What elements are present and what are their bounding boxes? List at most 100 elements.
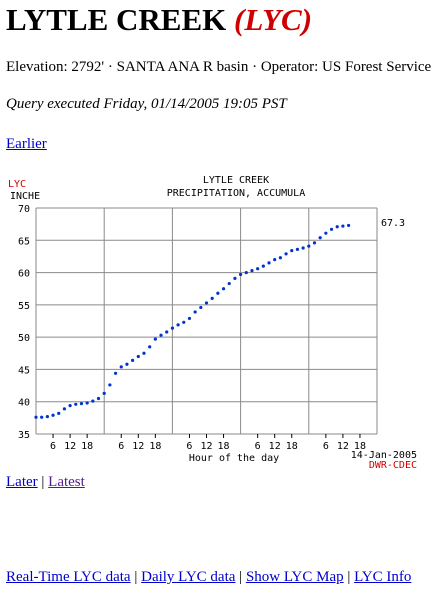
nav-separator: | bbox=[41, 474, 45, 490]
y-tick-label: 65 bbox=[18, 236, 30, 247]
data-point bbox=[290, 249, 294, 253]
footer-separator: | bbox=[134, 569, 138, 585]
data-point bbox=[250, 269, 254, 273]
realtime-data-link[interactable]: Real-Time LYC data bbox=[6, 569, 131, 585]
chart-x-tick-labels: 6 12 18 6 12 18 6 12 18 6 12 18 6 12 18 bbox=[50, 441, 366, 452]
data-point bbox=[233, 276, 237, 280]
data-point bbox=[256, 267, 260, 271]
data-point bbox=[221, 287, 226, 291]
data-point bbox=[165, 330, 169, 334]
data-point bbox=[74, 402, 78, 406]
x-tick-label: 12 bbox=[64, 441, 76, 452]
data-point bbox=[45, 414, 49, 419]
data-point bbox=[96, 396, 101, 401]
data-point bbox=[295, 247, 300, 251]
station-name: LYTLE CREEK bbox=[6, 2, 227, 37]
footer-separator: | bbox=[239, 569, 243, 585]
data-point bbox=[329, 227, 334, 231]
data-point bbox=[79, 402, 84, 406]
chart-date-label: 14-Jan-2005 bbox=[351, 450, 417, 461]
data-point bbox=[301, 246, 305, 250]
later-link[interactable]: Later bbox=[6, 474, 38, 490]
chart-data-points bbox=[34, 223, 351, 419]
page-title: LYTLE CREEK (LYC) bbox=[6, 2, 312, 38]
x-tick-label: 6 bbox=[118, 441, 124, 452]
data-point bbox=[318, 236, 322, 240]
data-point bbox=[91, 399, 95, 403]
data-point bbox=[346, 223, 351, 228]
data-point bbox=[324, 231, 328, 235]
data-point bbox=[113, 371, 118, 375]
x-tick-label: 12 bbox=[269, 441, 281, 452]
chart-x-axis-label: Hour of the day bbox=[189, 453, 279, 464]
query-timestamp: Query executed Friday, 01/14/2005 19:05 … bbox=[6, 96, 287, 112]
y-tick-label: 45 bbox=[18, 365, 30, 376]
daily-data-link[interactable]: Daily LYC data bbox=[141, 569, 236, 585]
data-point bbox=[57, 411, 61, 415]
y-tick-label: 55 bbox=[18, 301, 30, 312]
x-tick-label: 18 bbox=[81, 441, 93, 452]
chart-y-tick-labels: 35 40 45 50 55 60 65 70 bbox=[18, 204, 30, 441]
y-tick-label: 35 bbox=[18, 430, 30, 441]
data-point bbox=[119, 365, 123, 369]
x-tick-label: 6 bbox=[323, 441, 329, 452]
data-point bbox=[335, 225, 339, 229]
data-point bbox=[278, 256, 282, 260]
data-point bbox=[182, 320, 186, 324]
footer-links: Real-Time LYC data | Daily LYC data | Sh… bbox=[6, 569, 411, 586]
chart-title: LYTLE CREEK bbox=[203, 175, 269, 186]
data-point bbox=[216, 291, 220, 295]
data-point bbox=[193, 310, 197, 314]
precipitation-chart: LYC INCHE LYTLE CREEK PRECIPITATION, ACC… bbox=[8, 175, 417, 470]
x-tick-label: 6 bbox=[50, 441, 56, 452]
chart-current-value: 67.3 bbox=[381, 218, 405, 229]
y-tick-label: 70 bbox=[18, 204, 30, 215]
y-tick-label: 60 bbox=[18, 269, 30, 280]
data-point bbox=[40, 415, 44, 419]
chart-grid bbox=[35, 207, 378, 438]
x-tick-label: 6 bbox=[255, 441, 261, 452]
footer-separator: | bbox=[347, 569, 351, 585]
chart-unit-label: INCHE bbox=[10, 191, 40, 202]
data-point bbox=[148, 345, 152, 349]
data-point bbox=[307, 244, 311, 248]
chart-source-label: DWR-CDEC bbox=[369, 460, 417, 470]
data-point bbox=[108, 383, 112, 387]
data-point bbox=[239, 272, 243, 277]
later-latest-nav: Later | Latest bbox=[6, 474, 85, 491]
chart-subtitle: PRECIPITATION, ACCUMULA bbox=[167, 188, 305, 199]
data-point bbox=[312, 241, 317, 245]
station-meta: Elevation: 2792' · SANTA ANA R basin · O… bbox=[6, 59, 432, 75]
station-info-link[interactable]: LYC Info bbox=[354, 569, 412, 585]
data-point bbox=[68, 403, 72, 408]
data-point bbox=[244, 270, 248, 275]
x-tick-label: 6 bbox=[186, 441, 192, 452]
data-point bbox=[102, 391, 106, 395]
data-point bbox=[187, 316, 192, 321]
y-tick-label: 50 bbox=[18, 333, 30, 344]
x-tick-label: 18 bbox=[149, 441, 161, 452]
data-point bbox=[136, 354, 140, 359]
y-tick-label: 40 bbox=[18, 398, 30, 409]
data-point bbox=[284, 252, 288, 256]
data-point bbox=[125, 362, 129, 366]
data-point bbox=[159, 333, 163, 337]
data-point bbox=[227, 281, 231, 286]
data-point bbox=[131, 358, 135, 362]
earlier-link[interactable]: Earlier bbox=[6, 136, 47, 152]
data-point bbox=[62, 407, 67, 411]
latest-link[interactable]: Latest bbox=[48, 474, 85, 490]
station-code: (LYC) bbox=[234, 2, 313, 37]
show-map-link[interactable]: Show LYC Map bbox=[245, 569, 344, 585]
x-tick-label: 12 bbox=[337, 441, 349, 452]
data-point bbox=[34, 415, 38, 419]
chart-station-label: LYC bbox=[8, 179, 26, 190]
data-point bbox=[204, 301, 209, 305]
x-tick-label: 18 bbox=[218, 441, 230, 452]
data-point bbox=[170, 326, 174, 330]
data-point bbox=[153, 337, 157, 341]
x-tick-label: 18 bbox=[286, 441, 298, 452]
data-point bbox=[210, 296, 214, 300]
x-tick-label: 12 bbox=[132, 441, 144, 452]
data-point bbox=[199, 305, 203, 310]
